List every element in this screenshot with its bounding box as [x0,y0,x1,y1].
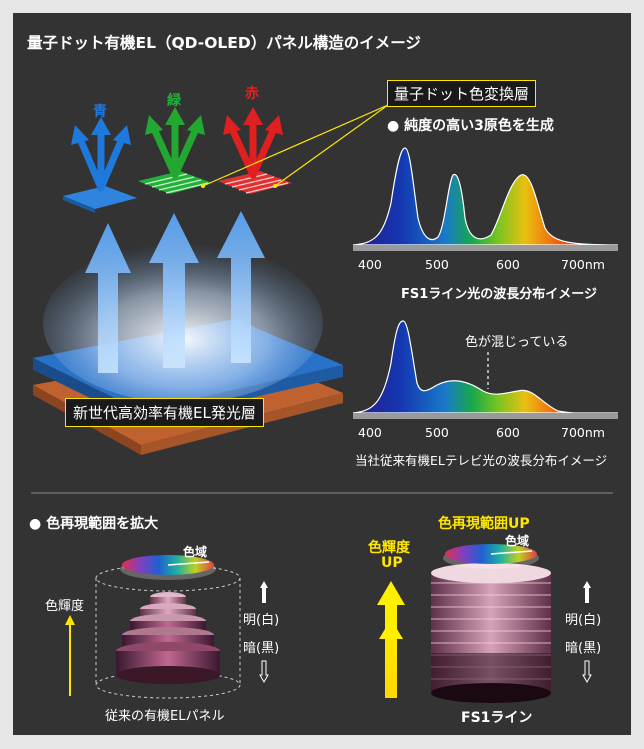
panel: 量子ドット有機EL（QD-OLED）パネル構造のイメージ 青 緑 赤 量子ドット… [13,13,631,735]
bright-dark-arrows-right [582,581,592,684]
luminance-up-line2: UP [381,555,403,571]
red-label: 赤 [245,86,259,102]
spectrum-chart-conventional [352,320,619,419]
spectrum2-tick-700: 700nm [561,425,605,440]
right-bright-label: 明(白) [565,613,602,628]
luminance-up-line1: 色輝度 [368,540,410,556]
light-beam-arrows [85,211,265,373]
qd-layer-label: 量子ドット色変換層 [387,80,537,107]
spectrum1-tick-500: 500 [425,257,449,272]
page-title: 量子ドット有機EL（QD-OLED）パネル構造のイメージ [27,34,421,52]
spectrum2-tick-500: 500 [425,425,449,440]
blue-label: 青 [93,104,107,120]
gamut-up-label: 色再現範囲UP [438,516,530,532]
blue-emission-arrows [77,129,125,192]
left-caption: 従来の有機ELパネル [105,709,225,724]
expand-gamut-bullet: ● 色再現範囲を拡大 [29,516,159,532]
left-dark-label: 暗(黒) [243,641,280,656]
blue-tile [63,186,137,209]
spectrum1-tick-700: 700nm [561,257,605,272]
spectrum1-caption: FS1ライン光の波長分布イメージ [401,287,598,302]
color-mix-annotation: 色が混じっている [465,335,569,350]
luminance-up-arrow [377,581,405,698]
spectrum-chart-fs1 [352,147,619,251]
el-layer-label: 新世代高効率有機EL発光層 [65,398,264,427]
qd-pointer-lines [202,104,389,187]
spectrum1-tick-400: 400 [358,257,382,272]
left-gamut-label: 色域 [183,545,208,559]
fs1-gamut-stack [431,544,551,703]
conventional-gamut-cylinder [95,555,241,699]
spectrum1-tick-600: 600 [496,257,520,272]
spectrum2-caption: 当社従来有機ELテレビ光の波長分布イメージ [355,453,608,468]
green-label: 緑 [167,93,181,109]
right-gamut-label: 色域 [505,534,530,548]
spectrum2-tick-600: 600 [496,425,520,440]
luminance-arrow-left [65,615,75,696]
left-luminance-label: 色輝度 [45,599,85,614]
bright-dark-arrows-left [259,581,269,684]
green-emission-arrows [151,119,199,179]
right-dark-label: 暗(黒) [565,641,602,656]
left-bright-label: 明(白) [243,613,280,628]
right-caption: FS1ライン [461,710,533,726]
red-emission-arrows [229,119,277,179]
spectrum2-tick-400: 400 [358,425,382,440]
pure-color-bullet: ● 純度の高い3原色を生成 [387,118,554,134]
